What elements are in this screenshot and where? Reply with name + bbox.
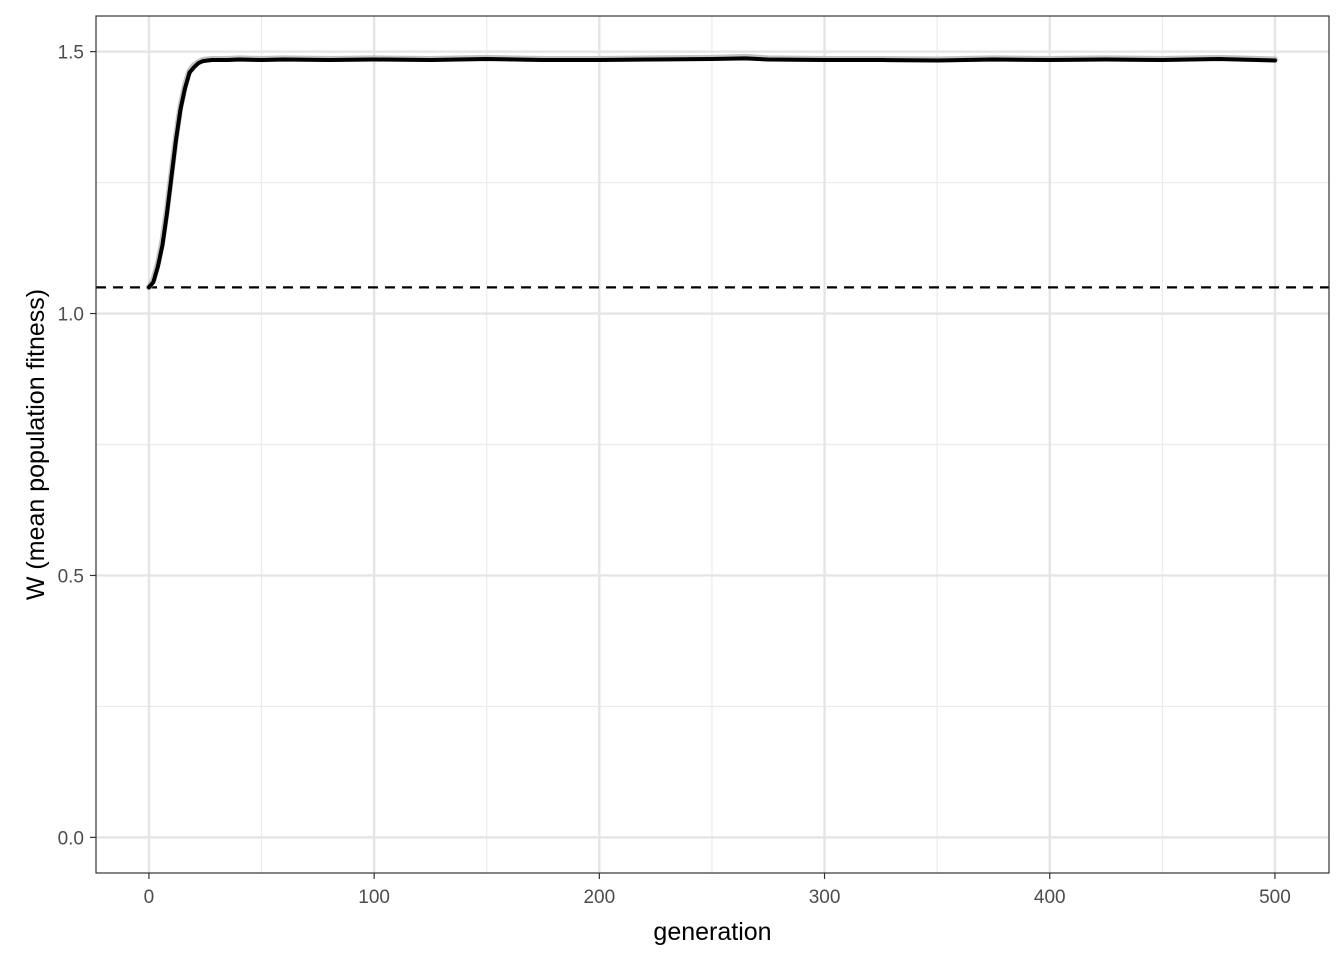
x-tick-label-4: 400 (1034, 887, 1066, 908)
x-tick-label-1: 100 (358, 887, 390, 908)
x-axis: 0 100 200 300 400 500 (144, 873, 1291, 908)
y-axis-title: W (mean population fitness) (22, 289, 50, 600)
panel-border (95, 15, 1330, 874)
series-layer (145, 53, 1278, 291)
x-axis-title: generation (653, 918, 771, 946)
y-axis: 0.0 0.5 1.0 1.5 (58, 43, 96, 849)
minor-gridlines (96, 16, 1329, 873)
series-line-mean (146, 56, 1277, 290)
x-tick-label-0: 0 (144, 887, 155, 908)
x-tick-label-2: 200 (583, 887, 615, 908)
major-gridlines (96, 16, 1329, 873)
y-tick-label-2: 1.0 (58, 305, 84, 326)
x-tick-label-3: 300 (809, 887, 841, 908)
y-tick-label-0: 0.0 (58, 828, 84, 849)
y-tick-label-1: 0.5 (58, 566, 84, 587)
x-tick-label-5: 500 (1259, 887, 1291, 908)
y-tick-label-3: 1.5 (58, 43, 84, 64)
